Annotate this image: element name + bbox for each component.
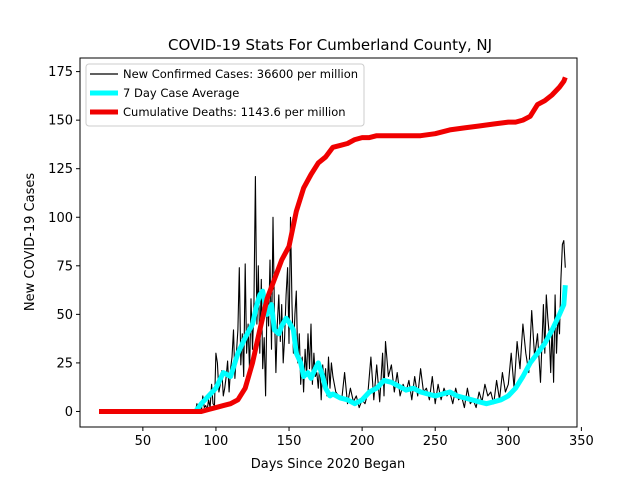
chart-title: COVID-19 Stats For Cumberland County, NJ [168,36,492,54]
x-tick-label: 150 [277,434,302,449]
y-tick-label: 150 [48,114,73,129]
x-tick-label: 50 [135,434,152,449]
legend: New Confirmed Cases: 36600 per million 7 … [85,63,365,127]
x-tick-label: 200 [350,434,375,449]
y-tick-label: 100 [48,211,73,226]
y-axis-label: New COVID-19 Cases [23,173,38,311]
y-tick-label: 125 [48,162,73,177]
series-line-2 [99,76,568,414]
series-line-0 [99,175,566,413]
legend-box [85,63,365,127]
series-line-1 [193,285,568,413]
x-tick-label: 300 [496,434,521,449]
x-tick-label: 250 [423,434,448,449]
legend-label: 7 Day Case Average [123,86,239,100]
x-tick-label: 350 [569,434,594,449]
plot-frame [79,57,578,428]
x-axis-label: Days Since 2020 Began [251,457,406,472]
y-tick-label: 50 [56,308,73,323]
x-tick-label: 100 [204,434,229,449]
plot-area [99,76,568,414]
y-tick-label: 75 [56,259,73,274]
axis-ticks: 50 100 150 200 250 300 350 0 25 50 75 100 125 150 175 [48,65,594,449]
y-tick-label: 0 [65,405,73,420]
y-tick-label: 25 [56,356,73,371]
legend-label: Cumulative Deaths: 1143.6 per million [123,105,346,119]
y-tick-label: 175 [48,65,73,80]
legend-label: New Confirmed Cases: 36600 per million [123,67,358,81]
